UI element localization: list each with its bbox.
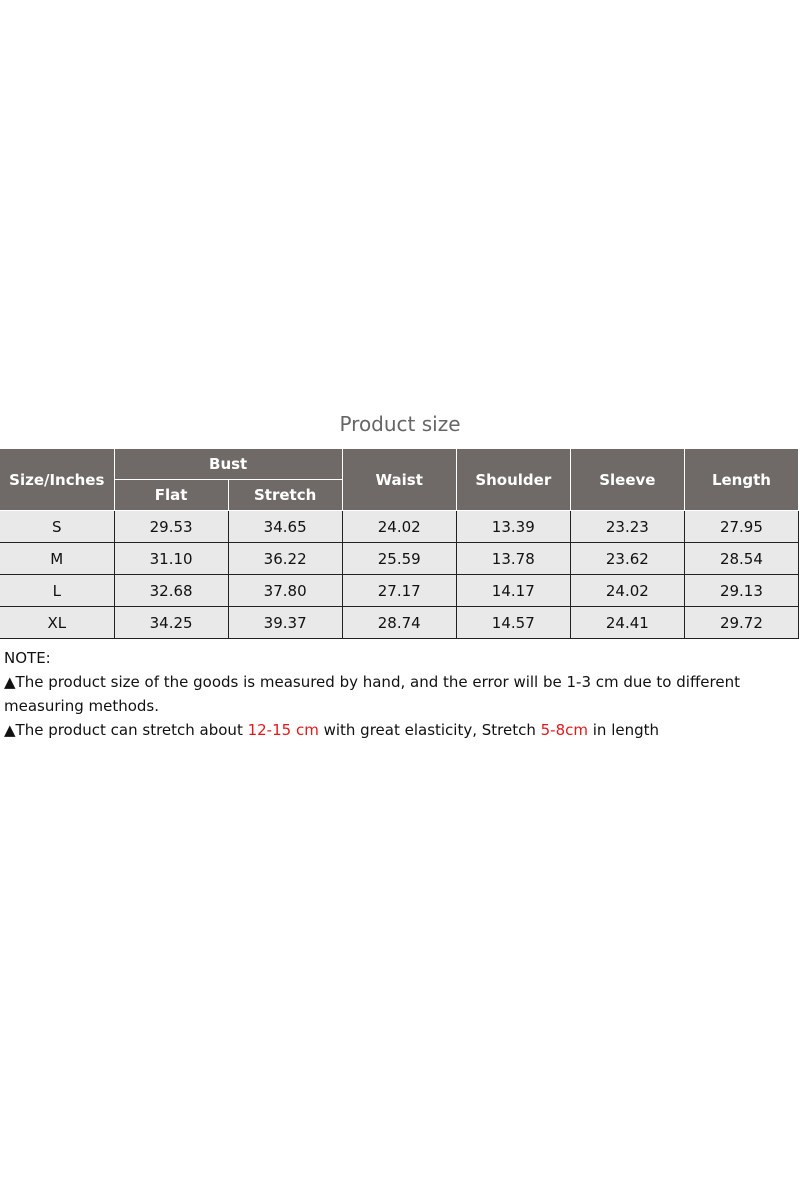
- value-cell: 29.13: [683, 574, 800, 607]
- header-waist: Waist: [341, 448, 457, 511]
- note-2-text: in length: [588, 721, 660, 739]
- note-1: ▲The product size of the goods is measur…: [4, 673, 740, 715]
- table-row: S 29.53 34.65 24.02 13.39 23.23 27.95: [0, 510, 800, 543]
- header-stretch: Stretch: [227, 479, 343, 511]
- note-heading: NOTE:: [4, 649, 51, 667]
- header-sleeve: Sleeve: [569, 448, 685, 511]
- notes: NOTE: ▲The product size of the goods is …: [4, 646, 794, 742]
- value-cell: 24.41: [569, 606, 685, 639]
- value-cell: 29.53: [113, 510, 229, 543]
- size-cell: L: [0, 574, 115, 607]
- value-cell: 29.72: [683, 606, 800, 639]
- value-cell: 27.95: [683, 510, 800, 543]
- value-cell: 28.74: [341, 606, 457, 639]
- value-cell: 14.17: [455, 574, 571, 607]
- size-cell: M: [0, 542, 115, 575]
- value-cell: 34.25: [113, 606, 229, 639]
- table-row: L 32.68 37.80 27.17 14.17 24.02 29.13: [0, 574, 800, 607]
- value-cell: 25.59: [341, 542, 457, 575]
- size-cell: S: [0, 510, 115, 543]
- table-row: XL 34.25 39.37 28.74 14.57 24.41 29.72: [0, 606, 800, 639]
- value-cell: 34.65: [227, 510, 343, 543]
- value-cell: 24.02: [569, 574, 685, 607]
- value-cell: 32.68: [113, 574, 229, 607]
- note-2-text: with great elasticity, Stretch: [318, 721, 541, 739]
- value-cell: 23.62: [569, 542, 685, 575]
- value-cell: 14.57: [455, 606, 571, 639]
- value-cell: 23.23: [569, 510, 685, 543]
- value-cell: 28.54: [683, 542, 800, 575]
- table-row: M 31.10 36.22 25.59 13.78 23.62 28.54: [0, 542, 800, 575]
- note-2-highlight-1: 12-15 cm: [247, 721, 319, 739]
- size-cell: XL: [0, 606, 115, 639]
- note-2-text: ▲The product can stretch about: [4, 721, 248, 739]
- note-2-highlight-2: 5-8cm: [540, 721, 588, 739]
- value-cell: 39.37: [227, 606, 343, 639]
- note-2: ▲The product can stretch about 12-15 cm …: [4, 718, 794, 742]
- page-title: Product size: [339, 412, 461, 436]
- header-bust: Bust: [113, 448, 343, 480]
- value-cell: 37.80: [227, 574, 343, 607]
- value-cell: 13.78: [455, 542, 571, 575]
- header-flat: Flat: [113, 479, 229, 511]
- header-length: Length: [683, 448, 800, 511]
- size-table: Size/Inches Bust Waist Shoulder Sleeve L…: [0, 448, 800, 639]
- header-size: Size/Inches: [0, 448, 115, 511]
- value-cell: 36.22: [227, 542, 343, 575]
- value-cell: 13.39: [455, 510, 571, 543]
- value-cell: 27.17: [341, 574, 457, 607]
- value-cell: 31.10: [113, 542, 229, 575]
- value-cell: 24.02: [341, 510, 457, 543]
- header-shoulder: Shoulder: [455, 448, 571, 511]
